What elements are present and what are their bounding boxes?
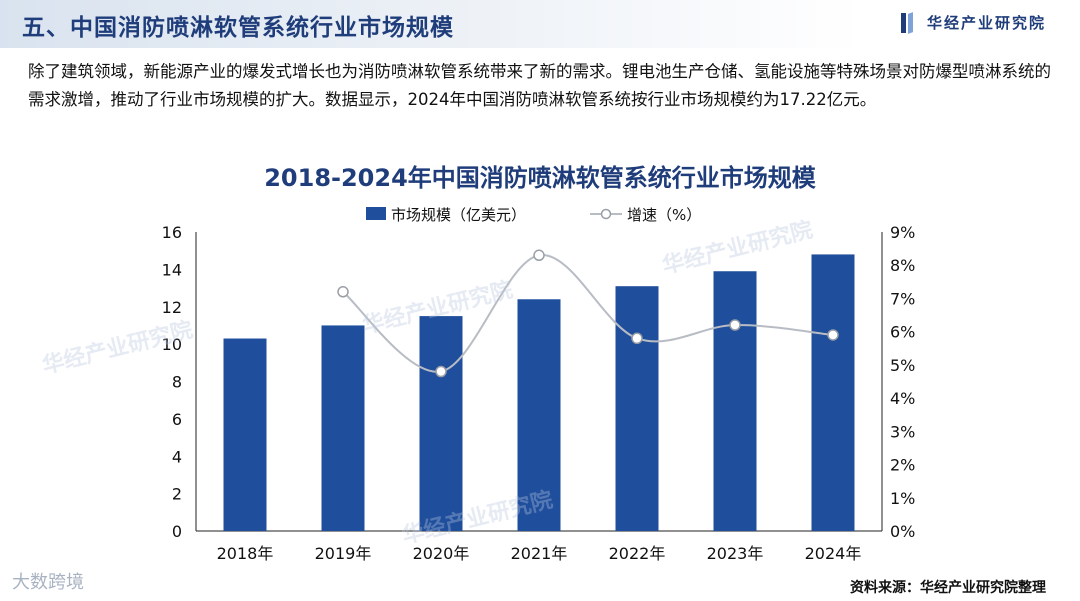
- y-tick-label-left: 4: [172, 447, 182, 466]
- x-tick-label: 2019年: [315, 544, 372, 563]
- y-tick-label-right: 1%: [890, 489, 915, 508]
- bar: [713, 271, 757, 531]
- x-tick-label: 2022年: [609, 544, 666, 563]
- growth-point: [435, 365, 447, 378]
- y-tick-label-right: 0%: [890, 522, 915, 541]
- y-tick-label-right: 6%: [890, 323, 915, 342]
- brand-name: 华经产业研究院: [926, 14, 1046, 32]
- intro-paragraph: 除了建筑领域，新能源产业的爆发式增长也为消防喷淋软管系统带来了新的需求。锂电池生…: [28, 62, 1051, 109]
- y-tick-label-left: 6: [172, 410, 182, 429]
- bar: [419, 316, 463, 531]
- growth-point: [631, 332, 643, 345]
- y-tick-label-right: 9%: [890, 223, 915, 242]
- x-tick-label: 2020年: [413, 544, 470, 563]
- legend-bar-label: 市场规模（亿美元）: [391, 206, 526, 224]
- y-tick-label-right: 5%: [890, 356, 915, 375]
- legend-line-marker: [600, 208, 612, 220]
- y-tick-label-left: 0: [172, 522, 182, 541]
- y-tick-label-right: 7%: [890, 289, 915, 308]
- header-bar: 五、中国消防喷淋软管系统行业市场规模 华经产业研究院: [0, 0, 1080, 48]
- growth-point: [337, 286, 349, 298]
- growth-point: [729, 319, 741, 331]
- bar: [321, 325, 365, 531]
- x-tick-label: 2021年: [511, 544, 568, 563]
- growth-line: [342, 254, 834, 373]
- bar: [811, 254, 855, 532]
- bar: [517, 299, 561, 531]
- y-tick-label-left: 12: [162, 298, 182, 317]
- corner-watermark: 大数跨境: [12, 572, 84, 593]
- y-tick-label-left: 8: [172, 373, 182, 392]
- y-tick-label-left: 10: [162, 335, 182, 354]
- source-note: 资料来源：华经产业研究院整理: [850, 580, 1046, 596]
- y-tick-label-left: 14: [162, 260, 182, 279]
- x-tick-label: 2024年: [805, 544, 862, 563]
- x-tick-label: 2018年: [217, 544, 274, 563]
- x-tick-label: 2023年: [707, 544, 764, 563]
- y-tick-label-right: 3%: [890, 422, 915, 441]
- legend-bar-swatch: [366, 207, 386, 220]
- y-tick-label-right: 8%: [890, 256, 915, 275]
- bar: [615, 286, 659, 531]
- chart-title: 2018-2024年中国消防喷淋软管系统行业市场规模: [264, 164, 816, 192]
- growth-point: [827, 329, 839, 341]
- legend-line-label: 增速（%）: [627, 206, 701, 224]
- y-tick-label-right: 2%: [890, 456, 915, 475]
- brand: 华经产业研究院: [900, 11, 1046, 34]
- bar: [223, 338, 267, 531]
- y-tick-label-left: 2: [172, 485, 182, 504]
- page-title: 五、中国消防喷淋软管系统行业市场规模: [22, 15, 454, 41]
- brand-logo-icon: [900, 11, 917, 34]
- y-tick-label-left: 16: [162, 223, 182, 242]
- growth-point: [533, 249, 545, 262]
- y-tick-label-right: 4%: [890, 389, 915, 408]
